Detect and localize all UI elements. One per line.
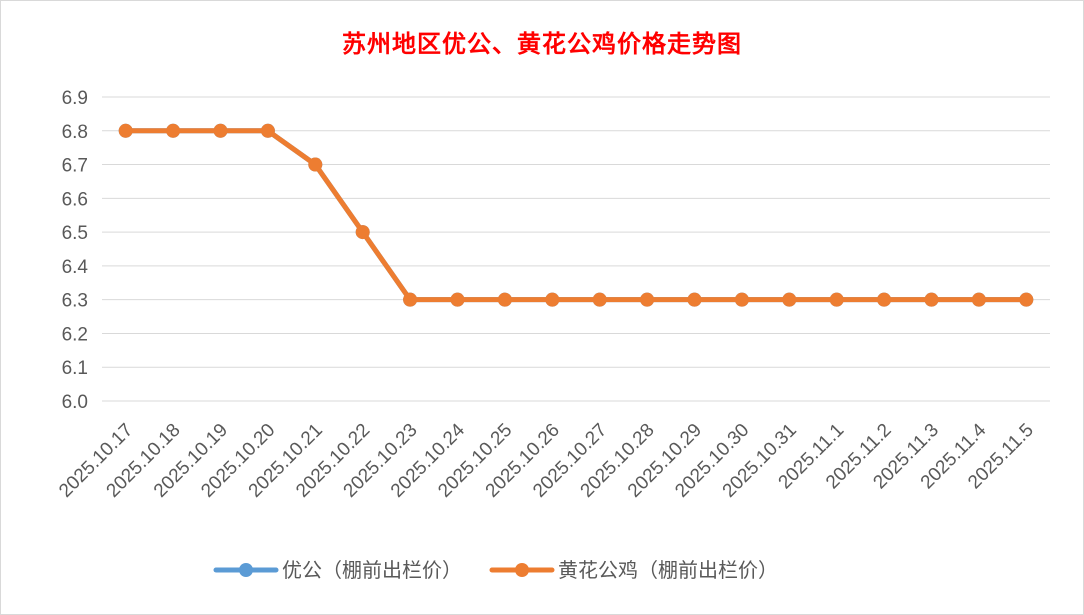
data-point xyxy=(829,292,844,307)
data-point xyxy=(497,292,512,307)
data-point xyxy=(734,292,749,307)
y-tick-label: 6.4 xyxy=(62,257,89,278)
y-tick-label: 6.3 xyxy=(62,291,88,312)
y-tick-label: 6.5 xyxy=(62,223,88,244)
legend-label: 优公（棚前出栏价） xyxy=(282,558,462,582)
data-point xyxy=(260,123,275,138)
series-line xyxy=(123,128,1029,303)
data-point xyxy=(545,292,560,307)
legend-label: 黄花公鸡（棚前出栏价） xyxy=(558,558,778,582)
data-point xyxy=(1019,292,1034,307)
y-tick-label: 6.6 xyxy=(62,189,88,210)
data-point xyxy=(971,292,986,307)
y-tick-label: 6.1 xyxy=(62,358,88,379)
series-group xyxy=(118,123,1034,307)
data-point xyxy=(213,123,228,138)
chart-title: 苏州地区优公、黄花公鸡价格走势图 xyxy=(342,29,742,58)
legend-marker xyxy=(239,563,253,577)
data-point xyxy=(308,157,323,172)
data-point xyxy=(640,292,655,307)
data-point xyxy=(782,292,797,307)
gridlines xyxy=(102,96,1050,402)
x-axis-ticks: 2025.10.172025.10.182025.10.192025.10.20… xyxy=(55,419,1038,501)
y-tick-label: 6.9 xyxy=(62,88,88,109)
data-point xyxy=(166,123,181,138)
y-tick-label: 6.0 xyxy=(62,392,88,413)
y-tick-label: 6.2 xyxy=(62,324,88,345)
data-point xyxy=(592,292,607,307)
legend-marker xyxy=(515,563,529,577)
y-tick-label: 6.8 xyxy=(62,122,88,143)
data-point xyxy=(118,123,133,138)
legend: 优公（棚前出栏价） 黄花公鸡（棚前出栏价） xyxy=(213,558,778,582)
series-line xyxy=(123,128,1029,303)
data-point xyxy=(355,225,370,240)
y-tick-label: 6.7 xyxy=(62,156,88,177)
data-point xyxy=(403,292,418,307)
data-point xyxy=(450,292,465,307)
data-point xyxy=(924,292,939,307)
y-axis-ticks: 6.9 6.8 6.7 6.6 6.5 6.4 6.3 6.2 6.1 6.0 xyxy=(62,88,89,413)
data-point xyxy=(877,292,892,307)
data-point xyxy=(687,292,702,307)
